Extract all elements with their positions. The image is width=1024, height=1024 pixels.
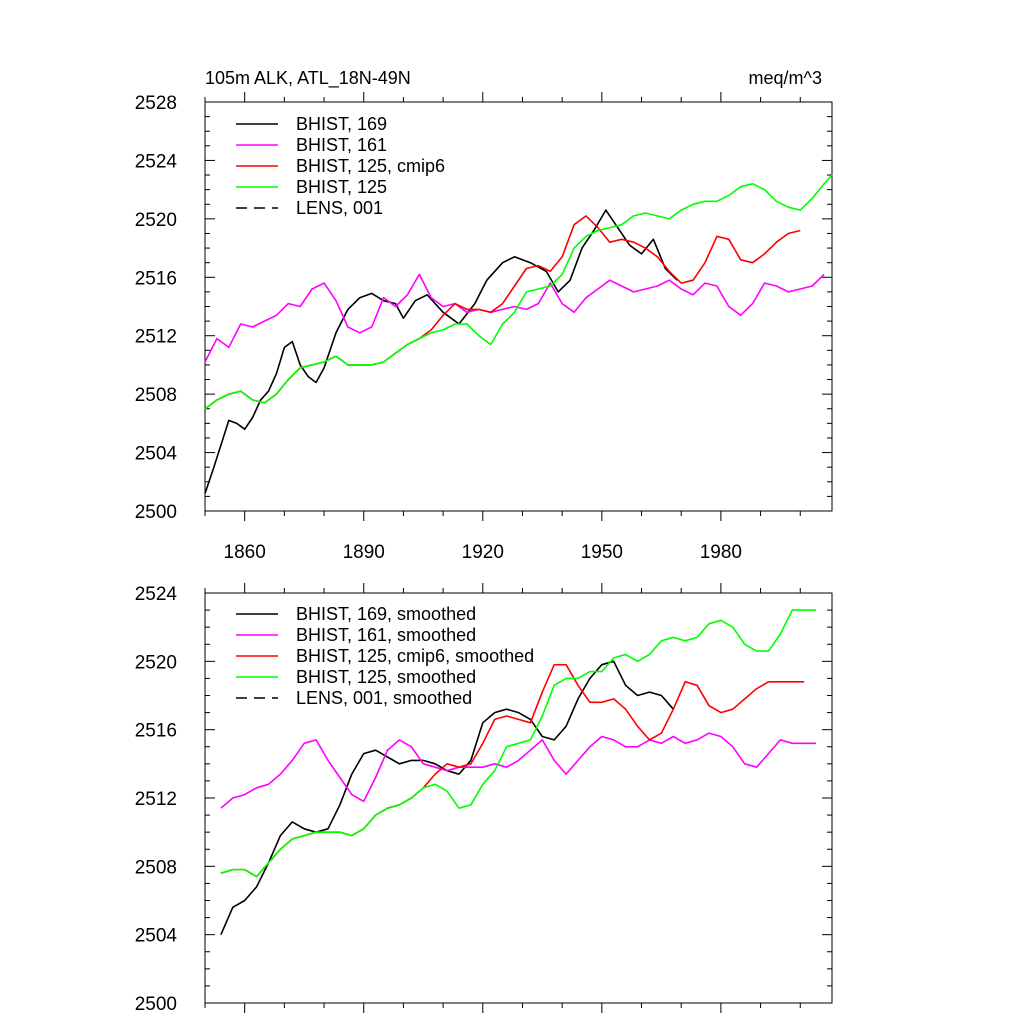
y-tick-label: 2520 <box>135 210 177 231</box>
y-tick-label: 2516 <box>135 268 177 289</box>
legend-label: BHIST, 125, smoothed <box>296 667 476 687</box>
top-panel: 2500 2504 2508 2512 2516 2520 2524 2528 1860 1890… <box>135 68 833 563</box>
x-tick-label: 1890 <box>343 542 385 563</box>
y-tick-label: 2504 <box>135 926 178 947</box>
legend-label: BHIST, 161, smoothed <box>296 625 476 645</box>
y-tick-label: 2500 <box>135 994 177 1015</box>
chart-title: 105m ALK, ATL_18N-49N <box>205 68 411 89</box>
series-line-3 <box>204 174 833 410</box>
y-tick-label: 2508 <box>135 857 177 878</box>
series-line-3 <box>220 609 817 878</box>
x-tick-label: 1950 <box>581 542 623 563</box>
legend-label: BHIST, 125, cmip6, smoothed <box>296 646 534 666</box>
y-tick-label: 2512 <box>135 327 177 348</box>
y-tick-label: 2524 <box>135 151 178 172</box>
y-tick-label: 2512 <box>135 789 177 810</box>
x-tick-label: 1860 <box>224 542 266 563</box>
series-line-2 <box>204 215 801 410</box>
y-tick-label: 2528 <box>135 93 177 114</box>
x-tick-label: 1980 <box>700 542 742 563</box>
legend-label: LENS, 001, smoothed <box>296 688 472 708</box>
legend-label: BHIST, 125, cmip6 <box>296 156 445 176</box>
y-tick-label: 2516 <box>135 721 177 742</box>
legend-label: BHIST, 169, smoothed <box>296 604 476 624</box>
y-tick-label: 2508 <box>135 385 177 406</box>
y-tick-label: 2500 <box>135 502 177 523</box>
y-tick-label: 2524 <box>135 584 178 605</box>
legend-label: LENS, 001 <box>296 198 383 218</box>
units-label: meq/m^3 <box>749 68 822 88</box>
y-tick-label: 2504 <box>135 444 178 465</box>
x-tick-label: 1920 <box>462 542 504 563</box>
bottom-panel: 2500 2504 2508 2512 2516 2520 2524 BHIST, 169, … <box>135 583 833 1015</box>
legend-label: BHIST, 125 <box>296 177 387 197</box>
series-line-1 <box>220 732 817 809</box>
legend-label: BHIST, 161 <box>296 135 387 155</box>
y-tick-label: 2520 <box>135 652 177 673</box>
legend-label: BHIST, 169 <box>296 114 387 134</box>
series-line-1 <box>204 273 825 363</box>
series-line-0 <box>204 209 678 494</box>
